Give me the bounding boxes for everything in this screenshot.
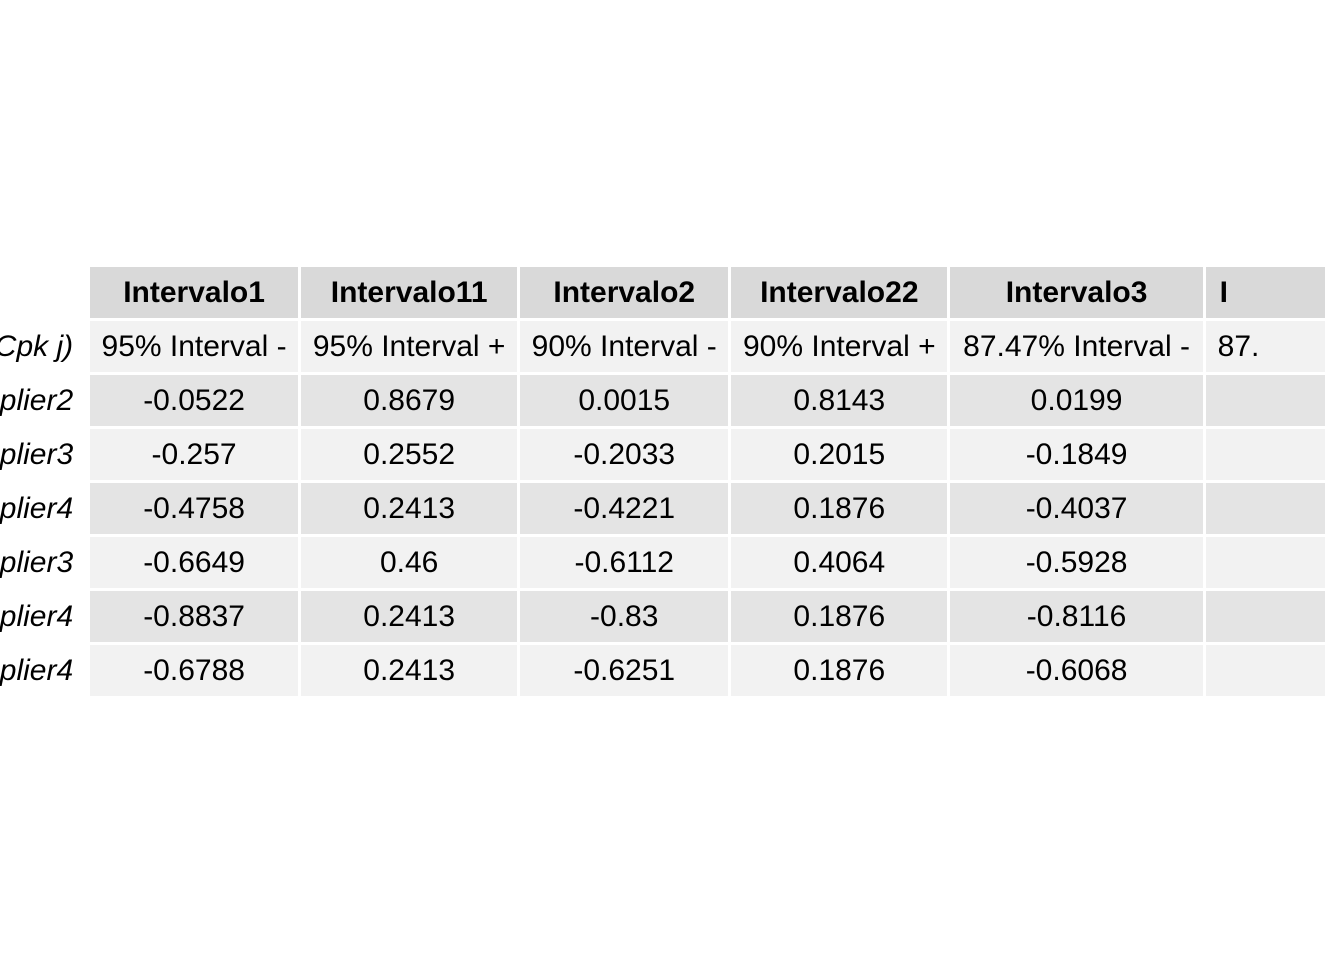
table-cell: 0.0199	[950, 375, 1203, 426]
table-cell: 0.2413	[301, 645, 518, 696]
table-cell	[1205, 537, 1325, 588]
table-cell: -0.4758	[90, 483, 298, 534]
table-cell: 0.46	[301, 537, 518, 588]
table-row: plier2 -0.0522 0.8679 0.0015 0.8143 0.01…	[0, 375, 1325, 426]
table-cell: -0.6788	[90, 645, 298, 696]
row-label: plier4	[0, 491, 74, 525]
corner-cell	[0, 267, 87, 318]
column-header: Intervalo11	[301, 267, 518, 318]
table-row: plier4 -0.4758 0.2413 -0.4221 0.1876 -0.…	[0, 483, 1325, 534]
table-cell: -0.5928	[950, 537, 1203, 588]
table-row: plier4 -0.6788 0.2413 -0.6251 0.1876 -0.…	[0, 645, 1325, 696]
subheader-cell: 87.	[1205, 321, 1325, 372]
column-header: Intervalo2	[520, 267, 729, 318]
table-cell: -0.1849	[950, 429, 1203, 480]
table-cell: -0.8837	[90, 591, 298, 642]
row-label: plier4	[0, 599, 74, 633]
table-cell: 0.1876	[731, 591, 948, 642]
table-cell: 0.2015	[731, 429, 948, 480]
table-cell: -0.2033	[520, 429, 729, 480]
table-cell: -0.4037	[950, 483, 1203, 534]
subheader-cell: 90% Interval +	[731, 321, 948, 372]
subheader-row: Cpk j) 95% Interval - 95% Interval + 90%…	[0, 321, 1325, 372]
column-header: Intervalo22	[731, 267, 948, 318]
header-row: Intervalo1 Intervalo11 Intervalo2 Interv…	[0, 267, 1325, 318]
table-cell: -0.257	[90, 429, 298, 480]
table-cell: -0.0522	[90, 375, 298, 426]
table-row: plier3 -0.6649 0.46 -0.6112 0.4064 -0.59…	[0, 537, 1325, 588]
table-cell	[1205, 375, 1325, 426]
table-cell: -0.6649	[90, 537, 298, 588]
row-label: plier3	[0, 545, 74, 579]
table-cell: 0.2413	[301, 591, 518, 642]
table-cell: -0.6068	[950, 645, 1203, 696]
column-header: Intervalo1	[90, 267, 298, 318]
table-cell	[1205, 483, 1325, 534]
table-row: plier3 -0.257 0.2552 -0.2033 0.2015 -0.1…	[0, 429, 1325, 480]
table-cell: 0.2413	[301, 483, 518, 534]
table-cell: 0.4064	[731, 537, 948, 588]
table-cell: 0.0015	[520, 375, 729, 426]
table-cell: -0.4221	[520, 483, 729, 534]
table-cell: -0.8116	[950, 591, 1203, 642]
table-cell: 0.2552	[301, 429, 518, 480]
table-cell: -0.83	[520, 591, 729, 642]
subheader-cell: 90% Interval -	[520, 321, 729, 372]
table-cell: -0.6251	[520, 645, 729, 696]
row-label: plier3	[0, 437, 74, 471]
row-label: plier4	[0, 653, 74, 687]
row-label: plier2	[0, 383, 74, 417]
table-cell	[1205, 645, 1325, 696]
table-cell	[1205, 591, 1325, 642]
table-cell: 0.1876	[731, 483, 948, 534]
column-header: I	[1205, 267, 1325, 318]
table-cell: 0.1876	[731, 645, 948, 696]
table-cell: 0.8143	[731, 375, 948, 426]
subheader-cell: 87.47% Interval -	[950, 321, 1203, 372]
table-cell: 0.8679	[301, 375, 518, 426]
row-label: Cpk j)	[0, 329, 74, 363]
table-row: plier4 -0.8837 0.2413 -0.83 0.1876 -0.81…	[0, 591, 1325, 642]
table-cell: -0.6112	[520, 537, 729, 588]
column-header: Intervalo3	[950, 267, 1203, 318]
subheader-cell: 95% Interval +	[301, 321, 518, 372]
subheader-cell: 95% Interval -	[90, 321, 298, 372]
data-table: Intervalo1 Intervalo11 Intervalo2 Interv…	[0, 264, 1328, 699]
table-cell	[1205, 429, 1325, 480]
